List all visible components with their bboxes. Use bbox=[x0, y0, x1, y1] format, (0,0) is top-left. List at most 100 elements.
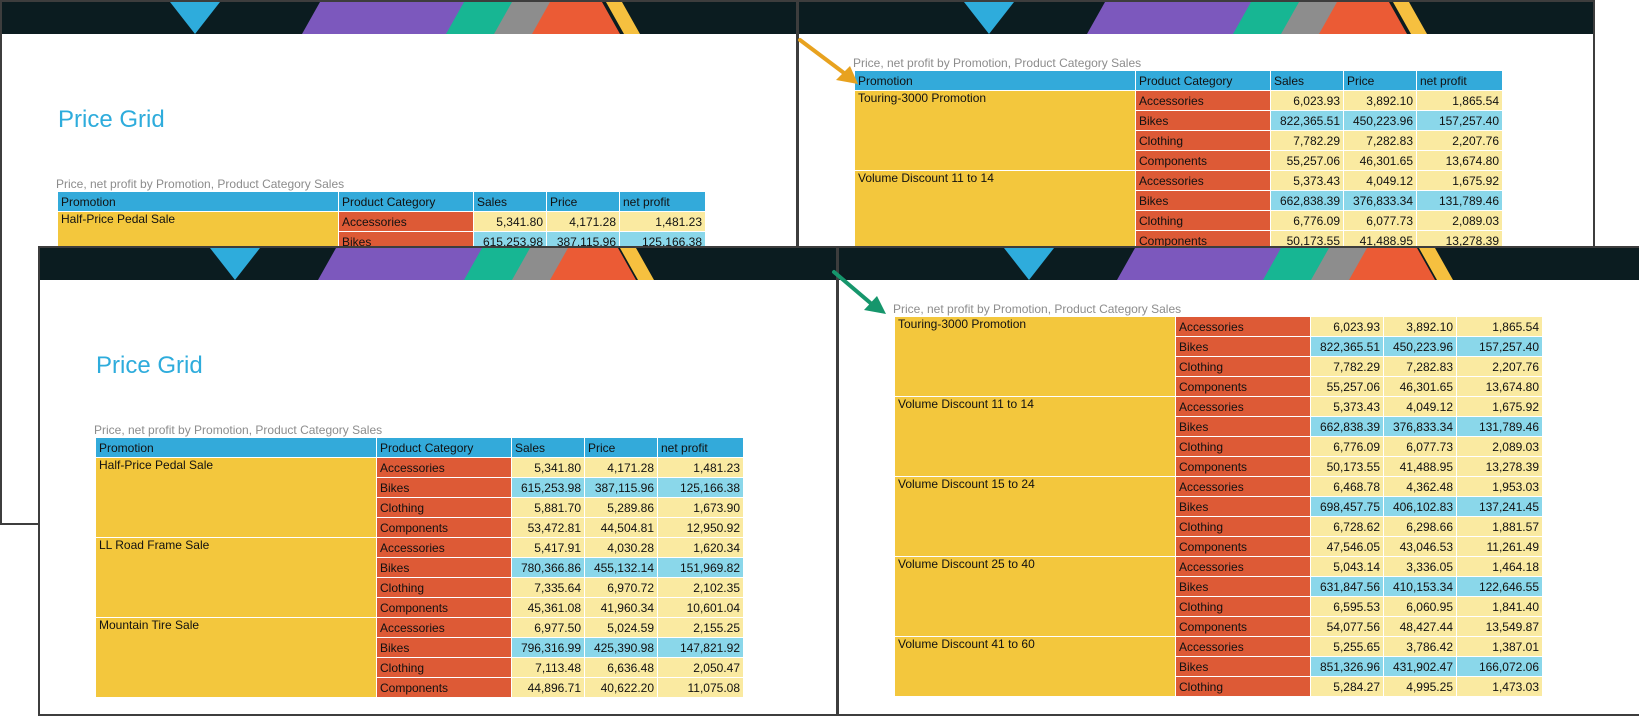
table-row: Touring-3000 Promotion Accessories 6,023.9… bbox=[894, 316, 1543, 397]
product-category-cell: Clothing bbox=[376, 577, 512, 598]
header-net-profit: net profit bbox=[619, 191, 706, 212]
product-category-cell: Accessories bbox=[338, 211, 474, 232]
net-profit-cell: 2,155.25 bbox=[657, 617, 744, 638]
net-profit-cell: 2,102.35 bbox=[657, 577, 744, 598]
price-cell: 387,115.96 bbox=[584, 477, 658, 498]
product-category-cell: Accessories bbox=[1135, 170, 1271, 191]
sales-cell: 662,838.39 bbox=[1310, 416, 1384, 437]
price-cell: 6,060.95 bbox=[1383, 596, 1457, 617]
product-category-cell: Bikes bbox=[1175, 496, 1311, 517]
product-category-cell: Accessories bbox=[1175, 316, 1311, 337]
promotion-cell: Touring-3000 Promotion bbox=[894, 316, 1176, 397]
promotion-cell: LL Road Frame Sale bbox=[95, 537, 377, 618]
sales-cell: 5,373.43 bbox=[1270, 170, 1344, 191]
promotion-cell: Half-Price Pedal Sale bbox=[95, 457, 377, 538]
sales-cell: 822,365.51 bbox=[1310, 336, 1384, 357]
sales-cell: 6,595.53 bbox=[1310, 596, 1384, 617]
sales-cell: 6,977.50 bbox=[511, 617, 585, 638]
sales-cell: 44,896.71 bbox=[511, 677, 585, 698]
net-profit-cell: 1,673.90 bbox=[657, 497, 744, 518]
report-banner bbox=[839, 248, 1639, 280]
net-profit-cell: 157,257.40 bbox=[1456, 336, 1543, 357]
product-category-cell: Bikes bbox=[376, 557, 512, 578]
product-category-cell: Clothing bbox=[1175, 356, 1311, 377]
product-category-cell: Components bbox=[1135, 150, 1271, 171]
price-cell: 3,892.10 bbox=[1343, 90, 1417, 111]
header-promotion: Promotion bbox=[57, 191, 339, 212]
sales-cell: 5,341.80 bbox=[511, 457, 585, 478]
table-caption: Price, net profit by Promotion, Product … bbox=[56, 177, 345, 191]
net-profit-cell: 13,674.80 bbox=[1456, 376, 1543, 397]
net-profit-cell: 13,549.87 bbox=[1456, 616, 1543, 637]
sales-cell: 50,173.55 bbox=[1310, 456, 1384, 477]
product-category-cell: Accessories bbox=[1175, 476, 1311, 497]
price-cell: 41,488.95 bbox=[1383, 456, 1457, 477]
table-row: Bikes 780,366.86 455,132.14 151,969.82 bbox=[96, 557, 744, 578]
banner-decoration bbox=[210, 248, 654, 280]
product-category-cell: Bikes bbox=[1135, 190, 1271, 211]
product-category-cell: Accessories bbox=[376, 617, 512, 638]
sales-cell: 822,365.51 bbox=[1270, 110, 1344, 131]
green-arrow-icon bbox=[832, 270, 886, 314]
table-row: Bikes 822,365.51 450,223.96 157,257.40 bbox=[895, 336, 1543, 357]
product-category-cell: Bikes bbox=[1175, 576, 1311, 597]
table-row: Clothing 7,782.29 7,282.83 2,207.76 bbox=[855, 130, 1503, 151]
header-price: Price bbox=[546, 191, 620, 212]
net-profit-cell: 2,207.76 bbox=[1416, 130, 1503, 151]
product-category-cell: Accessories bbox=[376, 457, 512, 478]
price-cell: 7,282.83 bbox=[1343, 130, 1417, 151]
net-profit-cell: 137,241.45 bbox=[1456, 496, 1543, 517]
table-row: Bikes 662,838.39 376,833.34 131,789.46 bbox=[855, 190, 1503, 211]
price-cell: 41,960.34 bbox=[584, 597, 658, 618]
report-title: Price Grid bbox=[96, 352, 203, 379]
net-profit-cell: 2,089.03 bbox=[1416, 210, 1503, 231]
price-cell: 410,153.34 bbox=[1383, 576, 1457, 597]
net-profit-cell: 151,969.82 bbox=[657, 557, 744, 578]
promotion-cell: Volume Discount 11 to 14 bbox=[894, 396, 1176, 477]
price-cell: 6,077.73 bbox=[1343, 210, 1417, 231]
table-caption: Price, net profit by Promotion, Product … bbox=[94, 423, 383, 437]
sales-cell: 780,366.86 bbox=[511, 557, 585, 578]
report-page-bottom-right: Price, net profit by Promotion, Product … bbox=[837, 246, 1639, 716]
table-row: Bikes 698,457.75 406,102.83 137,241.45 bbox=[895, 496, 1543, 517]
sales-cell: 53,472.81 bbox=[511, 517, 585, 538]
price-cell: 450,223.96 bbox=[1343, 110, 1417, 131]
price-cell: 406,102.83 bbox=[1383, 496, 1457, 517]
table-row: Volume Discount 25 to 40 Accessories 5,043… bbox=[894, 556, 1543, 637]
sales-cell: 851,326.96 bbox=[1310, 656, 1384, 677]
price-cell: 425,390.98 bbox=[584, 637, 658, 658]
table-row: Clothing 6,595.53 6,060.95 1,841.40 bbox=[895, 596, 1543, 617]
sales-cell: 6,728.62 bbox=[1310, 516, 1384, 537]
net-profit-cell: 1,620.34 bbox=[657, 537, 744, 558]
sales-cell: 6,776.09 bbox=[1310, 436, 1384, 457]
product-category-cell: Bikes bbox=[376, 477, 512, 498]
net-profit-cell: 122,646.55 bbox=[1456, 576, 1543, 597]
header-sales: Sales bbox=[511, 437, 585, 458]
price-cell: 43,046.53 bbox=[1383, 536, 1457, 557]
banner-decoration bbox=[170, 2, 640, 34]
sales-cell: 615,253.98 bbox=[511, 477, 585, 498]
product-category-cell: Components bbox=[1175, 616, 1311, 637]
product-category-cell: Clothing bbox=[1135, 210, 1271, 231]
table-row: Clothing 5,284.27 4,995.25 1,473.03 bbox=[895, 676, 1543, 697]
table-row: Half-Price Pedal Sale Accessories 5,341.80… bbox=[57, 211, 706, 252]
price-cell: 4,171.28 bbox=[584, 457, 658, 478]
table-row: Clothing 7,782.29 7,282.83 2,207.76 bbox=[895, 356, 1543, 377]
report-banner bbox=[2, 2, 796, 34]
table-row: Bikes 631,847.56 410,153.34 122,646.55 bbox=[895, 576, 1543, 597]
header-product-category: Product Category bbox=[1135, 70, 1271, 91]
price-cell: 5,289.86 bbox=[584, 497, 658, 518]
table-row: Bikes 615,253.98 387,115.96 125,166.38 bbox=[96, 477, 744, 498]
table-caption: Price, net profit by Promotion, Product … bbox=[853, 56, 1142, 70]
table-row: Half-Price Pedal Sale Accessories 5,341.80… bbox=[95, 457, 744, 538]
product-category-cell: Bikes bbox=[1135, 110, 1271, 131]
header-product-category: Product Category bbox=[338, 191, 474, 212]
price-cell: 6,298.66 bbox=[1383, 516, 1457, 537]
sales-cell: 47,546.05 bbox=[1310, 536, 1384, 557]
product-category-cell: Components bbox=[376, 597, 512, 618]
report-page-top-right: Price, net profit by Promotion, Product … bbox=[797, 0, 1595, 260]
table-row: Clothing 5,881.70 5,289.86 1,673.90 bbox=[96, 497, 744, 518]
header-promotion: Promotion bbox=[95, 437, 377, 458]
price-cell: 6,636.48 bbox=[584, 657, 658, 678]
net-profit-cell: 1,481.23 bbox=[657, 457, 744, 478]
